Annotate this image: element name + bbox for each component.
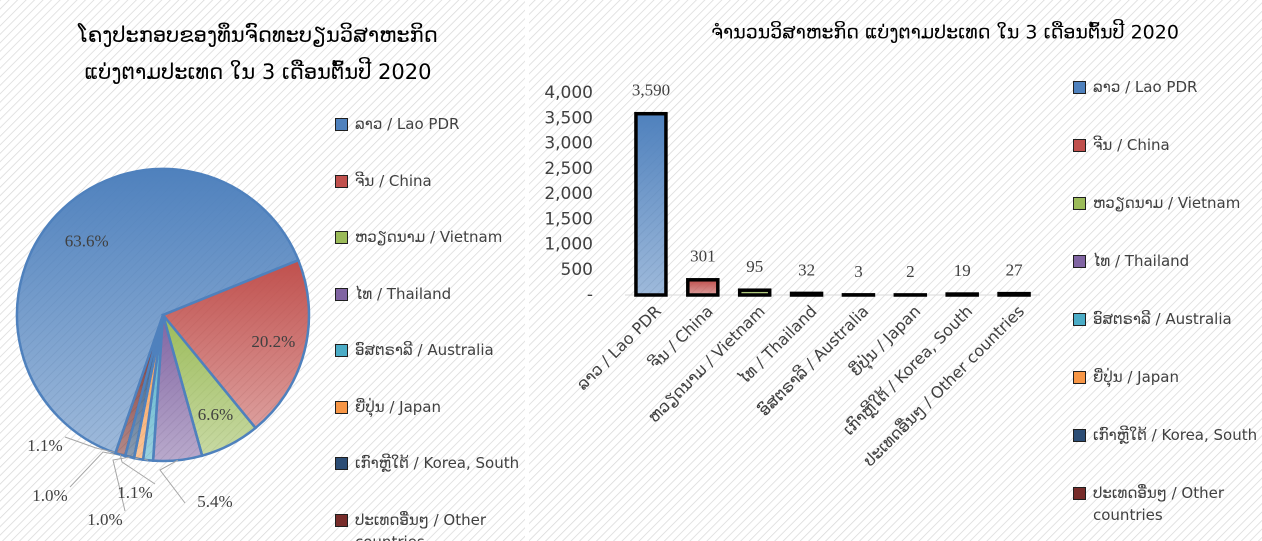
- legend-key: [1073, 197, 1086, 210]
- legend-entry: ປະເທດອື່ນໆ / Other countries: [1073, 482, 1262, 526]
- pie-slice: [15, 167, 300, 455]
- legend-key: [1073, 255, 1086, 268]
- bar: [737, 288, 772, 297]
- legend-label: ປະເທດອື່ນໆ / Other countries: [355, 510, 487, 541]
- legend-label: ປະເທດອື່ນໆ / Other countries: [1093, 484, 1225, 524]
- bar: [945, 292, 979, 297]
- y-tick-label: 1,000: [544, 235, 593, 255]
- legend-label: ຈີນ / China: [355, 171, 432, 190]
- data-label: 19: [954, 261, 971, 280]
- data-label: 6.6%: [198, 405, 233, 424]
- legend-key: [335, 457, 348, 470]
- legend-label: ລາວ / Lao PDR: [1093, 78, 1198, 96]
- legend-entry: ອົສຕຣາລີ / Australia: [1073, 308, 1262, 330]
- y-tick-label: 1,500: [544, 209, 593, 229]
- pie-slice: [160, 258, 311, 430]
- legend-label: ຫວຽດນາມ / Vietnam: [355, 228, 503, 246]
- legend-key: [335, 231, 348, 244]
- y-tick-label: 3,000: [544, 134, 593, 154]
- y-tick-label: 2,000: [544, 184, 593, 204]
- bar: [634, 111, 668, 297]
- data-label: 63.6%: [65, 232, 109, 251]
- legend-key: [1073, 313, 1086, 326]
- legend-entry: ເກົາຫຼີໃຕ້ / Korea, South: [335, 452, 535, 474]
- legend-entry: ຫວຽດນາມ / Vietnam: [1073, 192, 1262, 214]
- chart-title: ຈຳນວນວິສາຫະກິດ ແບ່ງຕາມປະເທດ ໃນ 3 ເດືອນຕົ…: [711, 17, 1179, 43]
- legend-entry: ຍີ່ປຸ່ນ / Japan: [335, 396, 535, 418]
- legend-entry: ປະເທດອື່ນໆ / Other countries: [335, 509, 535, 541]
- data-label: 1.0%: [87, 510, 122, 529]
- legend-key: [1073, 371, 1086, 384]
- legend-key: [335, 400, 348, 414]
- y-tick-label: 3,500: [544, 108, 593, 128]
- legend-entry: ຈີນ / China: [335, 170, 535, 192]
- legend-entry: ຫວຽດນາມ / Vietnam: [335, 226, 535, 248]
- data-label: 1.1%: [27, 436, 62, 455]
- legend-key: [335, 174, 348, 188]
- legend-label: ຈີນ / China: [1093, 136, 1170, 154]
- legend-label: ເກົາຫຼີໃຕ້ / Korea, South: [355, 454, 520, 472]
- legend-key: [1073, 139, 1086, 152]
- legend-entry: ຍີ່ປຸ່ນ / Japan: [1073, 366, 1262, 388]
- legend-entry: ໄທ / Thailand: [1073, 250, 1262, 272]
- chart-title: ໂຄງປະກອບຂອງທຶນຈົດທະບຽນວິສາຫະກິດ: [77, 22, 438, 47]
- y-tick-label: 500: [561, 260, 593, 280]
- legend-entry: ລາວ / Lao PDR: [1073, 76, 1262, 98]
- legend-key: [335, 287, 348, 301]
- legend-key: [335, 118, 348, 131]
- legend-entry: ໄທ / Thailand: [335, 283, 535, 305]
- data-label: 20.2%: [251, 332, 295, 351]
- legend-key: [1073, 81, 1086, 94]
- leader-line: [159, 459, 186, 504]
- data-label: 3: [854, 262, 863, 281]
- legend-label: ອົສຕຣາລີ / Australia: [1093, 310, 1232, 328]
- legend-entry: ອົສຕຣາລີ / Australia: [335, 339, 535, 361]
- legend-label: ອົສຕຣາລີ / Australia: [355, 341, 494, 359]
- legend-entry: ເກົາຫຼີໃຕ້ / Korea, South: [1073, 424, 1262, 446]
- bar: [997, 291, 1031, 297]
- y-tick-label: 4,000: [544, 83, 593, 103]
- data-label: 2: [906, 262, 915, 281]
- legend-label: ໄທ / Thailand: [355, 284, 452, 303]
- legend-key: [335, 513, 348, 527]
- legend-entry: ຈີນ / China: [1073, 134, 1262, 156]
- legend-label: ເກົາຫຼີໃຕ້ / Korea, South: [1093, 426, 1258, 444]
- chart-title: ແບ່ງຕາມປະເທດ ໃນ 3 ເດືອນຕົ້ນປີ 2020: [84, 57, 431, 84]
- legend-label: ຍີ່ປຸ່ນ / Japan: [1093, 368, 1179, 386]
- data-label: 1.1%: [117, 483, 152, 502]
- data-label: 1.0%: [32, 486, 67, 505]
- legend-key: [1073, 429, 1086, 442]
- data-label: 5.4%: [197, 492, 232, 511]
- data-label: 32: [798, 260, 815, 279]
- data-label: 27: [1006, 261, 1024, 280]
- legend-label: ໄທ / Thailand: [1093, 252, 1190, 270]
- legend-label: ຍີ່ປຸ່ນ / Japan: [355, 397, 441, 416]
- bar: [686, 278, 720, 297]
- leader-line: [119, 454, 156, 485]
- legend-label: ຫວຽດນາມ / Vietnam: [1093, 194, 1241, 212]
- bar: [789, 291, 824, 297]
- data-label: 95: [746, 257, 763, 276]
- data-label: 3,590: [632, 81, 670, 100]
- data-label: 301: [690, 247, 716, 266]
- y-tick-label: -: [587, 285, 593, 305]
- legend-label: ລາວ / Lao PDR: [355, 115, 460, 133]
- y-tick-label: 2,500: [544, 159, 593, 179]
- legend-key: [335, 344, 348, 357]
- leader-line: [112, 456, 130, 512]
- legend-entry: ລາວ / Lao PDR: [335, 113, 535, 135]
- legend-key: [1073, 487, 1086, 500]
